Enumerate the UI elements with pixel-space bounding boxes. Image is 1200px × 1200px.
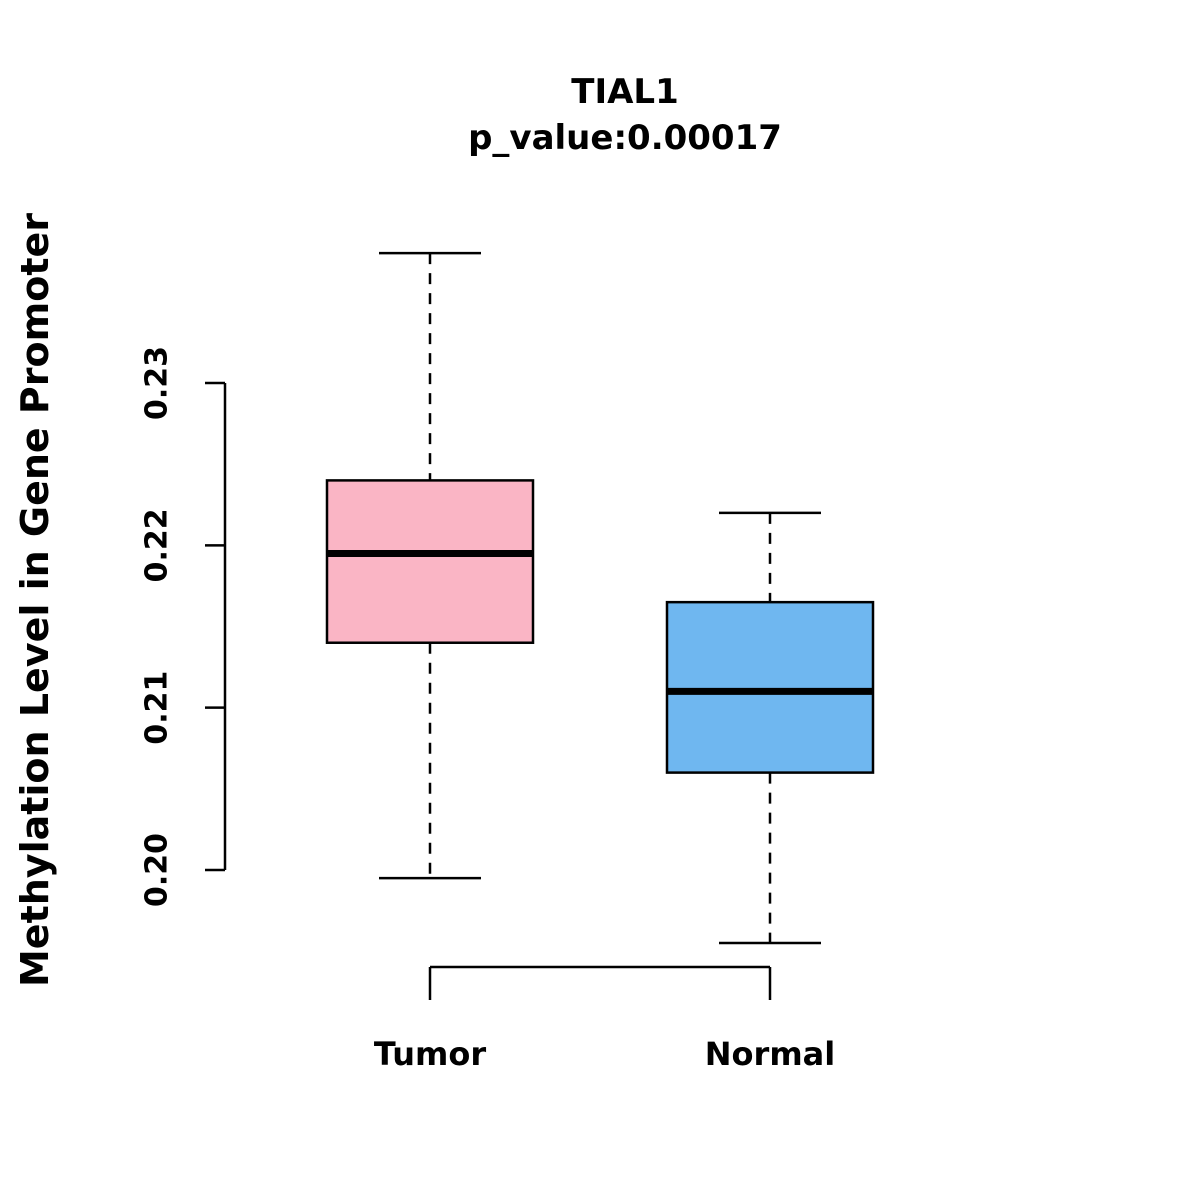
category-label-tumor: Tumor [374,1035,486,1073]
y-tick-label: 0.23 [140,346,175,420]
category-label-normal: Normal [705,1035,835,1073]
box-tumor [325,479,535,644]
chart-subtitle: p_value:0.00017 [468,118,782,158]
y-tick-label: 0.21 [140,671,175,745]
chart-title: TIAL1 [571,72,679,112]
y-tick-label: 0.22 [140,508,175,582]
y-axis-label: Methylation Level in Gene Promoter [13,212,57,988]
box-normal [665,600,875,774]
y-tick-label: 0.20 [140,833,175,907]
